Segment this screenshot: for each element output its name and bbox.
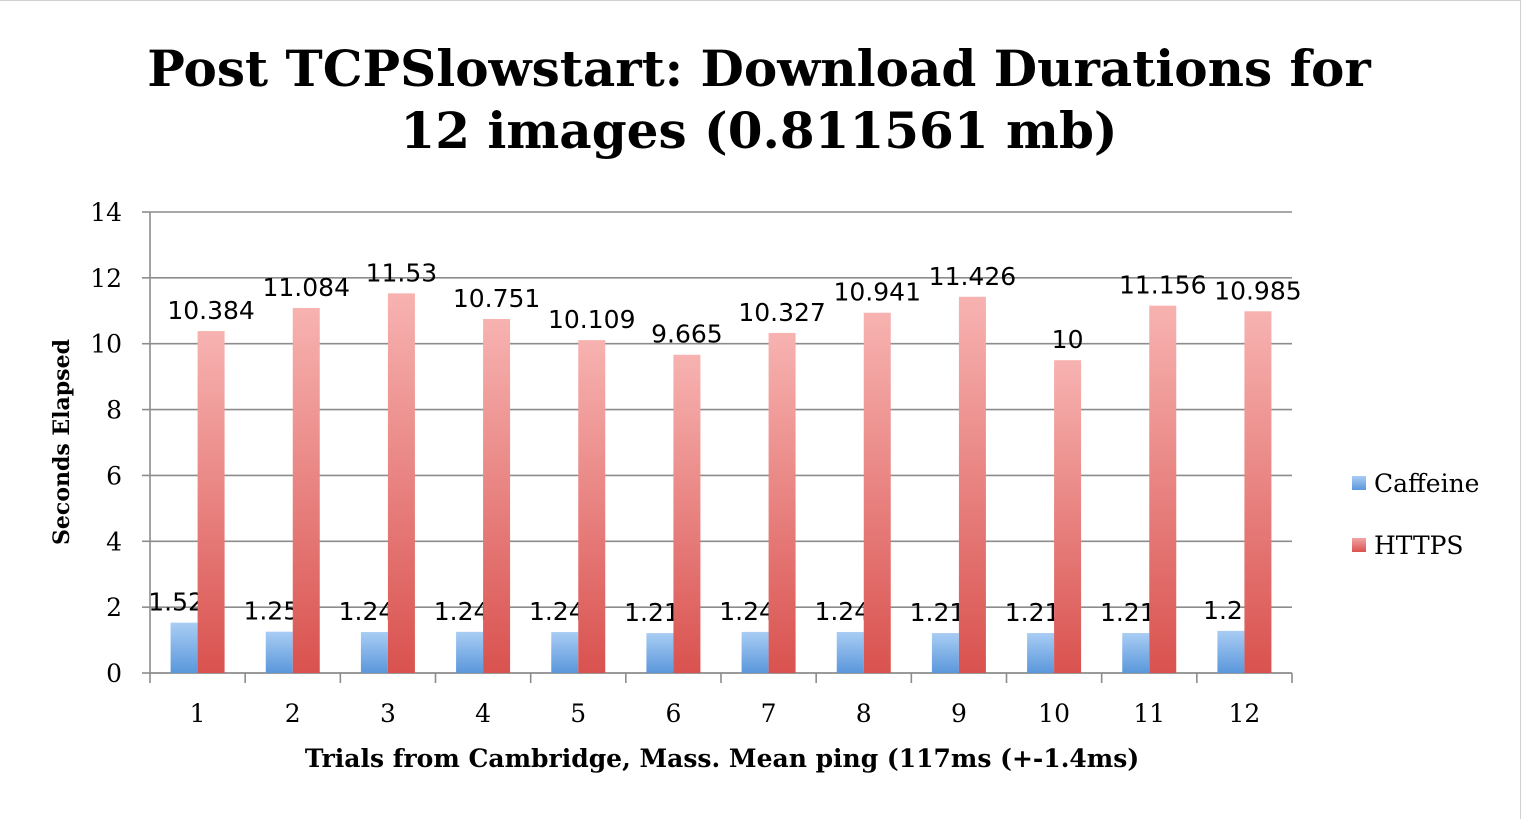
y-tick-label: 2	[106, 593, 122, 622]
bar-https	[197, 331, 225, 673]
bar-caffeine	[931, 633, 959, 673]
bar-https	[863, 312, 891, 673]
y-tick-label: 4	[106, 527, 122, 556]
x-tick-label: 8	[856, 699, 872, 728]
y-tick-label: 8	[106, 396, 122, 425]
legend: Caffeine HTTPS	[1352, 452, 1479, 576]
legend-label-https: HTTPS	[1374, 530, 1464, 560]
bar-https	[1149, 305, 1177, 673]
bar-caffeine	[456, 631, 484, 673]
data-label-https: 11.084	[263, 273, 350, 302]
y-tick-label: 14	[90, 198, 122, 227]
bar-https	[387, 293, 415, 673]
legend-item-caffeine: Caffeine	[1352, 452, 1479, 514]
data-label-https: 11.426	[929, 262, 1016, 291]
bar-https	[768, 332, 796, 673]
legend-item-https: HTTPS	[1352, 514, 1479, 576]
bar-caffeine	[1027, 633, 1055, 673]
chart-title-line-2: 12 images (0.811561 mb)	[400, 101, 1118, 160]
x-tick-label: 7	[761, 699, 777, 728]
legend-swatch-caffeine	[1352, 476, 1366, 490]
y-tick-label: 12	[90, 264, 122, 293]
bar-https	[1054, 360, 1082, 673]
bar-https	[292, 308, 320, 673]
legend-label-caffeine: Caffeine	[1374, 468, 1480, 498]
y-tick-label: 0	[106, 659, 122, 688]
data-label-https: 10.384	[167, 296, 254, 325]
x-tick-label: 2	[285, 699, 301, 728]
y-axis-label: Seconds Elapsed	[49, 339, 75, 545]
data-label-https: 10.985	[1214, 276, 1301, 305]
x-tick-label: 9	[951, 699, 967, 728]
x-tick-label: 11	[1133, 699, 1165, 728]
x-tick-label: 5	[570, 699, 586, 728]
data-label-https: 9.665	[651, 320, 723, 349]
legend-swatch-https	[1352, 538, 1366, 552]
x-tick-label: 3	[380, 699, 396, 728]
data-label-https: 10.327	[738, 298, 825, 327]
bar-https	[673, 354, 701, 673]
bar-caffeine	[551, 632, 579, 673]
x-tick-label: 4	[475, 699, 491, 728]
x-tick-label: 12	[1229, 699, 1261, 728]
bar-caffeine	[646, 633, 674, 673]
y-tick-label: 6	[106, 461, 122, 490]
x-tick-label: 6	[665, 699, 681, 728]
bar-caffeine	[741, 631, 769, 673]
y-tick-label: 10	[90, 330, 122, 359]
data-label-https: 10.941	[834, 278, 921, 307]
bar-caffeine	[265, 631, 293, 673]
chart-title: Post TCPSlowstart: Download Durations fo…	[0, 38, 1518, 162]
bar-caffeine	[360, 632, 388, 673]
data-label-https: 11.156	[1119, 271, 1206, 300]
data-label-https: 10	[1052, 325, 1084, 354]
bar-https	[483, 318, 511, 673]
data-label-https: 10.751	[453, 284, 540, 313]
bar-https	[958, 296, 986, 673]
bar-caffeine	[170, 622, 198, 673]
x-axis-label: Trials from Cambridge, Mass. Mean ping (…	[304, 744, 1140, 773]
bar-https	[1244, 311, 1272, 673]
bar-caffeine	[1217, 630, 1245, 673]
x-tick-label: 1	[190, 699, 206, 728]
data-label-https: 11.53	[366, 258, 438, 287]
bar-https	[578, 340, 606, 673]
bar-caffeine	[1122, 633, 1150, 673]
x-tick-label: 10	[1038, 699, 1070, 728]
bar-caffeine	[836, 631, 864, 673]
data-label-https: 10.109	[548, 305, 635, 334]
chart-title-line-1: Post TCPSlowstart: Download Durations fo…	[147, 39, 1371, 98]
